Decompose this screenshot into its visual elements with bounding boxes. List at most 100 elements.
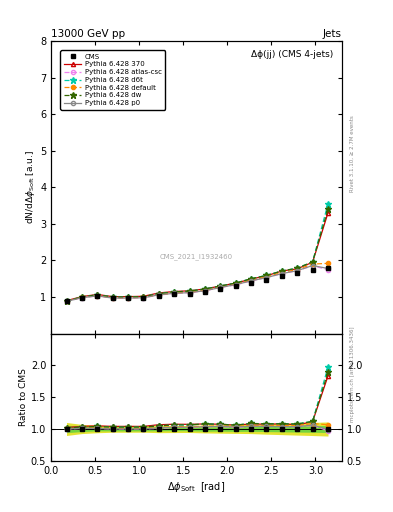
- Text: Δϕ(jj) (CMS 4-jets): Δϕ(jj) (CMS 4-jets): [251, 50, 333, 59]
- Pythia 6.428 atlas-csc: [126, 295, 130, 301]
- Pythia 6.428 default: [187, 289, 192, 295]
- Line: Pythia 6.428 atlas-csc: Pythia 6.428 atlas-csc: [64, 264, 330, 304]
- Pythia 6.428 default: [64, 298, 69, 304]
- Pythia 6.428 atlas-csc: [249, 278, 253, 284]
- Pythia 6.428 dw: [126, 294, 130, 300]
- Pythia 6.428 370: [249, 276, 253, 282]
- Pythia 6.428 atlas-csc: [326, 266, 331, 272]
- Pythia 6.428 dw: [64, 298, 69, 304]
- Pythia 6.428 default: [326, 260, 331, 266]
- Pythia 6.428 d6t: [264, 272, 269, 279]
- Pythia 6.428 dw: [110, 294, 115, 300]
- Pythia 6.428 p0: [202, 288, 207, 294]
- Pythia 6.428 atlas-csc: [156, 292, 161, 298]
- Pythia 6.428 dw: [264, 272, 269, 279]
- CMS: [249, 280, 253, 286]
- Pythia 6.428 dw: [95, 292, 100, 298]
- Pythia 6.428 default: [156, 292, 161, 298]
- CMS: [233, 283, 238, 289]
- Pythia 6.428 p0: [295, 268, 299, 274]
- Pythia 6.428 d6t: [141, 293, 146, 300]
- Pythia 6.428 370: [79, 293, 84, 300]
- CMS: [156, 292, 161, 298]
- Text: Rivet 3.1.10, ≥ 2.7M events: Rivet 3.1.10, ≥ 2.7M events: [350, 115, 355, 192]
- Pythia 6.428 default: [264, 274, 269, 280]
- Pythia 6.428 dw: [233, 280, 238, 286]
- Line: Pythia 6.428 370: Pythia 6.428 370: [64, 211, 330, 303]
- Pythia 6.428 dw: [156, 291, 161, 297]
- Pythia 6.428 370: [295, 266, 299, 272]
- Pythia 6.428 p0: [264, 274, 269, 281]
- CMS: [64, 298, 69, 305]
- Pythia 6.428 atlas-csc: [202, 288, 207, 294]
- Pythia 6.428 atlas-csc: [79, 295, 84, 301]
- CMS: [202, 289, 207, 295]
- CMS: [141, 295, 146, 301]
- CMS: [310, 266, 315, 272]
- CMS: [172, 291, 176, 297]
- Pythia 6.428 p0: [218, 285, 223, 291]
- Pythia 6.428 dw: [310, 259, 315, 265]
- Pythia 6.428 p0: [95, 293, 100, 299]
- Pythia 6.428 370: [95, 291, 100, 297]
- Pythia 6.428 atlas-csc: [64, 298, 69, 305]
- Pythia 6.428 default: [295, 266, 299, 272]
- Pythia 6.428 d6t: [249, 275, 253, 282]
- Pythia 6.428 p0: [156, 292, 161, 298]
- Pythia 6.428 default: [218, 284, 223, 290]
- Line: Pythia 6.428 p0: Pythia 6.428 p0: [64, 264, 330, 304]
- Pythia 6.428 p0: [310, 263, 315, 269]
- Pythia 6.428 dw: [202, 286, 207, 292]
- Pythia 6.428 d6t: [295, 265, 299, 271]
- Line: CMS: CMS: [64, 266, 330, 304]
- Pythia 6.428 d6t: [172, 289, 176, 295]
- Pythia 6.428 default: [233, 281, 238, 287]
- Pythia 6.428 d6t: [156, 291, 161, 297]
- Pythia 6.428 d6t: [218, 283, 223, 289]
- Pythia 6.428 atlas-csc: [172, 290, 176, 296]
- Pythia 6.428 370: [141, 293, 146, 300]
- Pythia 6.428 370: [202, 286, 207, 292]
- Pythia 6.428 default: [79, 294, 84, 301]
- Legend: CMS, Pythia 6.428 370, Pythia 6.428 atlas-csc, Pythia 6.428 d6t, Pythia 6.428 de: CMS, Pythia 6.428 370, Pythia 6.428 atla…: [61, 50, 165, 110]
- Line: Pythia 6.428 dw: Pythia 6.428 dw: [63, 206, 331, 304]
- Pythia 6.428 default: [126, 295, 130, 301]
- Pythia 6.428 p0: [64, 298, 69, 305]
- CMS: [110, 295, 115, 301]
- Pythia 6.428 370: [326, 210, 331, 216]
- Pythia 6.428 p0: [79, 295, 84, 301]
- CMS: [264, 276, 269, 283]
- Pythia 6.428 default: [249, 277, 253, 283]
- Pythia 6.428 default: [310, 261, 315, 267]
- Pythia 6.428 dw: [295, 265, 299, 271]
- Pythia 6.428 p0: [187, 290, 192, 296]
- Pythia 6.428 p0: [326, 265, 331, 271]
- Pythia 6.428 d6t: [279, 268, 284, 274]
- Pythia 6.428 d6t: [233, 280, 238, 286]
- CMS: [126, 295, 130, 301]
- CMS: [326, 265, 331, 271]
- Pythia 6.428 atlas-csc: [233, 282, 238, 288]
- CMS: [187, 291, 192, 297]
- Pythia 6.428 d6t: [79, 294, 84, 300]
- Pythia 6.428 370: [172, 288, 176, 294]
- Pythia 6.428 dw: [172, 289, 176, 295]
- Pythia 6.428 atlas-csc: [141, 295, 146, 301]
- Pythia 6.428 dw: [249, 275, 253, 282]
- CMS: [295, 270, 299, 276]
- Pythia 6.428 370: [218, 283, 223, 289]
- Pythia 6.428 p0: [249, 278, 253, 284]
- Pythia 6.428 dw: [187, 288, 192, 294]
- Pythia 6.428 atlas-csc: [95, 293, 100, 299]
- Pythia 6.428 dw: [218, 283, 223, 289]
- Pythia 6.428 d6t: [126, 294, 130, 300]
- Pythia 6.428 default: [141, 294, 146, 301]
- Text: CMS_2021_I1932460: CMS_2021_I1932460: [160, 253, 233, 261]
- Pythia 6.428 370: [156, 290, 161, 296]
- Pythia 6.428 d6t: [187, 288, 192, 294]
- Pythia 6.428 p0: [233, 282, 238, 288]
- Pythia 6.428 d6t: [95, 292, 100, 298]
- Line: Pythia 6.428 default: Pythia 6.428 default: [64, 261, 330, 303]
- Pythia 6.428 370: [233, 280, 238, 286]
- Pythia 6.428 dw: [279, 268, 284, 274]
